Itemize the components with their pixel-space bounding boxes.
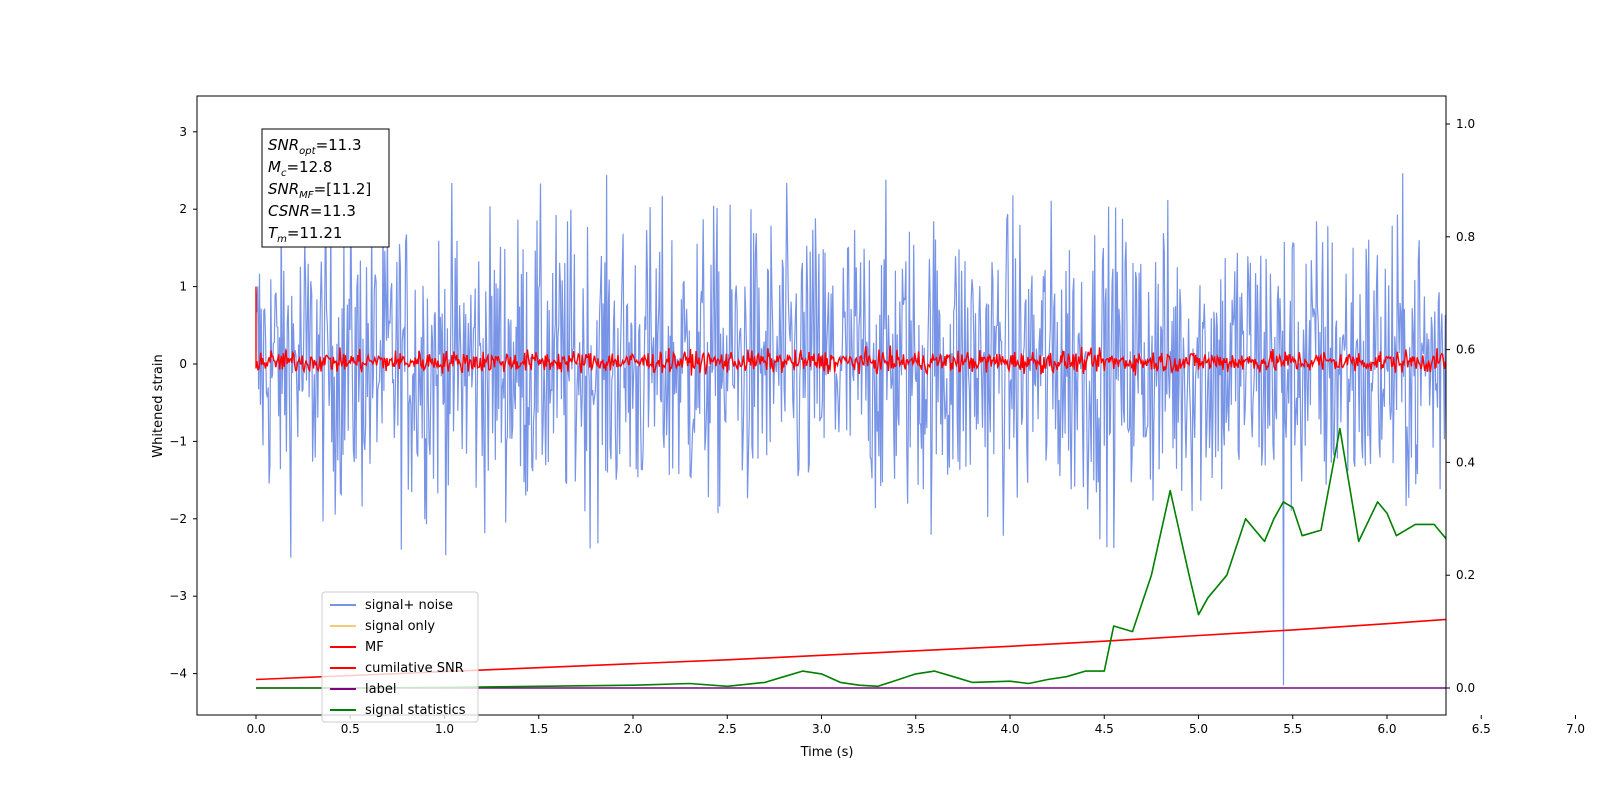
- legend: signal+ noise signal only MF cumilative SNR…: [321, 591, 479, 723]
- annotation-line: SNRMF=[11.2]: [268, 180, 371, 201]
- y2-tick-label: 0.0: [1456, 681, 1475, 695]
- y2-tick-label: 0.6: [1456, 343, 1475, 357]
- y-tick-label: −3: [169, 589, 187, 603]
- legend-entry-label: cumilative SNR: [365, 661, 464, 676]
- axes-layer: 0.0 0.5 1.0 1.5 2.0 2.5 3.0 3.5 4.0 4.5 5.0 5.5 6.0 6…: [169, 117, 1585, 736]
- x-tick-label: 5.5: [1283, 722, 1302, 736]
- series-signal-statistics: [256, 427, 1446, 689]
- series-signal-noise: [255, 173, 1446, 686]
- x-tick-label: 3.0: [812, 722, 831, 736]
- legend-entry-label: signal only: [365, 619, 435, 634]
- series-layer: [255, 173, 1446, 689]
- legend-frame: [321, 591, 479, 723]
- x-tick-label: 2.5: [718, 722, 737, 736]
- annotation-line: Tm=11.21: [268, 224, 342, 245]
- x-tick-label: 4.5: [1095, 722, 1114, 736]
- x-axis-label: Time (s): [800, 745, 854, 760]
- series-cumulative-snr: [255, 618, 1446, 681]
- legend-entry-label: signal statistics: [365, 703, 466, 718]
- series-mf: [255, 286, 1446, 376]
- x-tick-label: 6.5: [1472, 722, 1491, 736]
- legend-entry-label: label: [365, 682, 396, 697]
- x-tick-label: 3.5: [906, 722, 925, 736]
- annotation-line: CSNR=11.3: [268, 202, 356, 220]
- x-tick-label: 1.0: [435, 722, 454, 736]
- annotation-line: Mc=12.8: [268, 158, 332, 179]
- y-tick-label: −2: [169, 512, 187, 526]
- y-tick-label: −4: [169, 667, 187, 681]
- y-tick-label: 2: [179, 202, 187, 216]
- x-tick-label: 0.0: [246, 722, 265, 736]
- x-tick-label: 2.0: [623, 722, 642, 736]
- x-tick-label: 4.0: [1000, 722, 1019, 736]
- y2-tick-label: 0.8: [1456, 230, 1475, 244]
- y2-tick-label: 1.0: [1456, 117, 1475, 131]
- y-tick-label: 1: [179, 280, 187, 294]
- x-tick-label: 6.0: [1377, 722, 1396, 736]
- y-tick-label: −1: [169, 434, 187, 448]
- x-tick-label: 1.5: [529, 722, 548, 736]
- x-tick-label: 7.0: [1566, 722, 1585, 736]
- y-tick-label: 0: [179, 357, 187, 371]
- y2-tick-label: 0.2: [1456, 568, 1475, 582]
- y2-tick-label: 0.4: [1456, 455, 1475, 469]
- annotation-line: SNRopt=11.3: [268, 136, 362, 157]
- legend-entry-label: signal+ noise: [365, 598, 453, 613]
- y-tick-label: 3: [179, 125, 187, 139]
- x-tick-label: 5.0: [1189, 722, 1208, 736]
- x-tick-label: 0.5: [341, 722, 360, 736]
- legend-entry-label: MF: [365, 640, 384, 655]
- annotation-frame: [261, 128, 390, 248]
- y-axis-label: Whitened strain: [151, 354, 166, 457]
